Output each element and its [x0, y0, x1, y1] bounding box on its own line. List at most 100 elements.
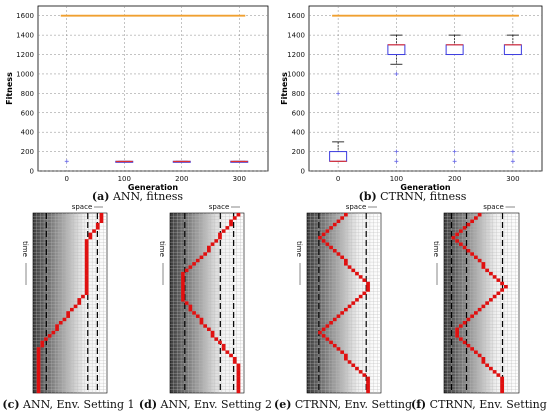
agent-position-cell	[332, 222, 337, 227]
agent-position-cell	[181, 275, 185, 279]
agent-position-cell	[232, 360, 237, 364]
caption-a: (a) ANN, fitness	[91, 190, 184, 203]
agent-position-cell	[77, 298, 82, 302]
agent-position-cell	[40, 343, 45, 348]
y-tick-label: 1600	[16, 12, 34, 20]
y-tick-label: 400	[292, 129, 305, 137]
agent-position-cell	[232, 357, 237, 361]
agent-position-cell	[229, 222, 233, 227]
agent-position-cell	[218, 235, 222, 240]
agent-position-cell	[95, 222, 100, 227]
agent-position-cell	[236, 379, 241, 384]
spacetime-ann-env1: space time	[21, 203, 108, 394]
agent-position-cell	[466, 249, 471, 253]
agent-position-cell	[496, 291, 501, 296]
y-tick-label: 600	[21, 109, 34, 117]
agent-position-cell	[84, 275, 89, 279]
y-axis-label: Fitness	[280, 72, 289, 105]
agent-position-cell	[55, 324, 59, 328]
caption-f: (f) CTRNN, Env. Setting 2	[411, 398, 550, 411]
agent-position-cell	[347, 304, 352, 309]
agent-position-cell	[455, 330, 459, 335]
agent-position-cell	[489, 271, 493, 276]
agent-position-cell	[236, 213, 241, 217]
time-axis-label: time	[432, 241, 440, 257]
y-tick-label: 1600	[287, 12, 305, 20]
agent-position-cell	[188, 307, 193, 312]
agent-position-cell	[84, 262, 89, 266]
agent-position-cell	[496, 373, 501, 377]
agent-position-cell	[366, 379, 370, 384]
y-tick-label: 1200	[287, 51, 305, 59]
agent-position-cell	[181, 294, 185, 299]
agent-position-cell	[214, 337, 219, 341]
x-tick-label: 300	[506, 175, 519, 183]
agent-position-cell	[84, 242, 89, 246]
agent-position-cell	[84, 245, 89, 250]
time-axis-label: time	[158, 241, 166, 257]
agent-position-cell	[362, 373, 367, 377]
space-axis-label: space	[209, 203, 230, 211]
agent-position-cell	[221, 229, 226, 233]
agent-position-cell	[225, 350, 230, 354]
agent-position-cell	[184, 268, 189, 273]
agent-position-cell	[358, 294, 363, 299]
agent-position-cell	[344, 213, 348, 217]
y-tick-label: 600	[292, 109, 305, 117]
x-tick-label: 200	[175, 175, 188, 183]
caption-b: (b) CTRNN, fitness	[358, 190, 467, 203]
x-tick-label: 100	[390, 175, 403, 183]
agent-position-cell	[84, 265, 89, 269]
agent-position-cell	[236, 383, 241, 387]
agent-position-cell	[40, 340, 45, 345]
agent-position-cell	[325, 324, 330, 328]
agent-position-cell	[470, 314, 474, 318]
agent-position-cell	[321, 327, 326, 332]
agent-position-cell	[451, 235, 456, 240]
plot-frame	[308, 5, 543, 172]
y-tick-label: 800	[21, 90, 34, 98]
agent-position-cell	[99, 216, 104, 220]
chart-ann-fitness: 0 200 400 600 800 1000 1200 1400 1600 0 100 200 300 F…	[5, 5, 269, 192]
agent-position-cell	[500, 288, 504, 292]
agent-position-cell	[236, 376, 241, 381]
agent-position-cell	[36, 379, 41, 384]
agent-position-cell	[481, 357, 486, 361]
agent-position-cell	[355, 366, 359, 371]
x-tick-label: 0	[65, 175, 69, 183]
y-tick-label: 1400	[287, 32, 305, 40]
agent-position-cell	[192, 262, 196, 266]
agent-position-cell	[329, 226, 333, 230]
y-tick-label: 0	[30, 168, 34, 176]
agent-position-cell	[58, 321, 63, 325]
agent-position-cell	[455, 239, 459, 243]
agent-position-cell	[466, 222, 471, 227]
agent-position-cell	[362, 291, 367, 296]
x-tick-label: 0	[336, 175, 340, 183]
outlier-point	[510, 159, 515, 164]
y-tick-label: 1200	[16, 51, 34, 59]
agent-position-cell	[236, 389, 241, 394]
agent-position-cell	[340, 216, 344, 220]
agent-position-cell	[36, 389, 41, 394]
agent-position-cell	[181, 271, 185, 276]
agent-position-cell	[481, 265, 486, 269]
agent-position-cell	[95, 226, 100, 230]
agent-position-cell	[340, 311, 344, 315]
agent-position-cell	[366, 376, 370, 381]
agent-position-cell	[462, 226, 467, 230]
agent-position-cell	[489, 298, 493, 302]
agent-position-cell	[321, 232, 326, 237]
agent-position-cell	[340, 350, 344, 354]
agent-position-cell	[36, 386, 41, 390]
agent-position-cell	[36, 360, 41, 364]
agent-position-cell	[36, 366, 41, 371]
agent-position-cell	[344, 258, 348, 263]
agent-position-cell	[195, 258, 200, 263]
agent-position-cell	[36, 353, 41, 358]
agent-position-cell	[36, 376, 41, 381]
agent-position-cell	[329, 340, 333, 345]
x-tick-label: 100	[118, 175, 131, 183]
agent-position-cell	[84, 285, 89, 289]
agent-position-cell	[210, 242, 215, 246]
